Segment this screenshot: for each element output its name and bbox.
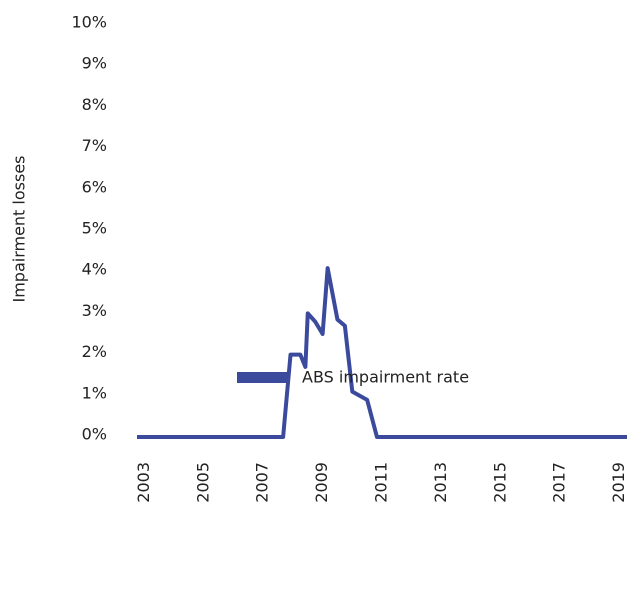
x-tick-label: 2015 — [490, 462, 509, 503]
y-tick-label: 4% — [82, 260, 107, 279]
x-tick-label: 2019 — [609, 462, 628, 503]
x-tick-label: 2013 — [431, 462, 450, 503]
y-tick-label: 9% — [82, 54, 107, 73]
y-axis-label: Impairment losses — [10, 155, 29, 302]
y-tick-label: 1% — [82, 383, 107, 402]
x-tick-label: 2017 — [550, 462, 569, 503]
legend-label: ABS impairment rate — [302, 368, 469, 387]
x-tick-label: 2003 — [134, 462, 153, 503]
y-tick-label: 7% — [82, 136, 107, 155]
y-tick-label: 10% — [71, 13, 107, 32]
x-tick-label: 2009 — [312, 462, 331, 503]
y-tick-label: 0% — [82, 425, 107, 444]
line-series — [137, 266, 627, 439]
y-tick-label: 8% — [82, 95, 107, 114]
x-tick-label: 2005 — [193, 462, 212, 503]
x-tick-label: 2011 — [372, 462, 391, 503]
x-tick-label: 2007 — [253, 462, 272, 503]
legend-swatch — [237, 372, 290, 383]
y-tick-label: 3% — [82, 301, 107, 320]
y-tick-label: 2% — [82, 342, 107, 361]
y-tick-label: 6% — [82, 177, 107, 196]
y-tick-label: 5% — [82, 219, 107, 238]
